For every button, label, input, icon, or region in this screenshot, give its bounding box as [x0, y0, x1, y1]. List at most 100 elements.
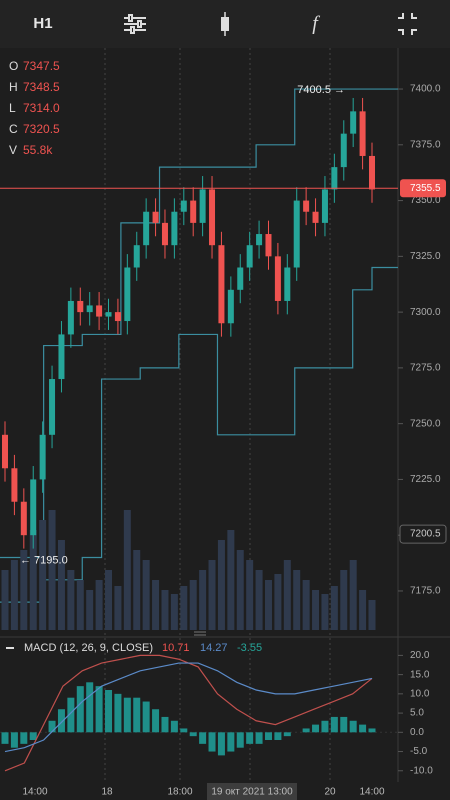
macd-histogram [217, 732, 225, 756]
candle-body [369, 155, 375, 190]
ohlcv-value: 7320.5 [23, 122, 60, 136]
x-tick-label: 14:00 [22, 787, 47, 798]
macd-y-tick-label: 5.0 [410, 708, 424, 719]
candle-body [133, 245, 140, 268]
volume-bar [274, 574, 282, 630]
candle-body [321, 189, 328, 223]
channel-upper [0, 88, 398, 559]
volume-bar [114, 586, 122, 630]
x-tick-label: 18 [101, 787, 113, 798]
current-price-box [400, 179, 446, 198]
volume-bar [76, 580, 84, 630]
volume-bar [10, 560, 18, 630]
volume-bar [217, 540, 225, 630]
candle-body [331, 167, 338, 190]
macd-histogram [368, 728, 376, 733]
macd-histogram [199, 732, 207, 744]
candle-body [180, 200, 187, 212]
candle-body [359, 111, 366, 156]
macd-histogram [312, 724, 320, 733]
candle-body [218, 245, 225, 324]
volume-bar [105, 570, 113, 630]
macd-histogram [105, 690, 113, 733]
macd-histogram [189, 732, 197, 737]
macd-y-tick-label: -5.0 [410, 746, 428, 757]
candle-body [67, 300, 74, 335]
y-tick-label: 7325.0 [410, 251, 441, 262]
macd-histogram [161, 716, 169, 733]
price-marker-box [399, 524, 447, 544]
candle-body [171, 211, 178, 246]
macd-title: MACD (12, 26, 9, CLOSE) [24, 642, 153, 654]
chart-type-icon[interactable] [221, 12, 229, 36]
timeframe-button[interactable]: H1 [33, 15, 52, 32]
y-tick-label: 7400.0 [410, 84, 441, 95]
volume-bar [133, 550, 141, 630]
volume-bar [1, 570, 9, 630]
ohlcv-value: 55.8k [23, 143, 53, 157]
volume-bar [312, 590, 320, 630]
settings-icon[interactable] [124, 14, 146, 34]
ohlcv-value: 7314.0 [23, 101, 60, 115]
x-tick-label: 19 окт 2021 13:00 [211, 787, 293, 798]
macd-y-tick-label: 20.0 [410, 650, 430, 661]
ohlcv-key: C [9, 122, 18, 136]
volume-bar [142, 560, 150, 630]
macd-histogram [1, 732, 9, 744]
ohlcv-key: O [9, 59, 18, 73]
fullscreen-icon[interactable] [398, 13, 417, 35]
signal-line [4, 662, 373, 753]
volume-bar [349, 560, 357, 630]
macd-histogram [283, 732, 291, 737]
candle-body [143, 211, 150, 246]
volume-bar [95, 580, 103, 630]
candle-body [265, 234, 272, 257]
macd-y-tick-label: 10.0 [410, 688, 430, 699]
macd-histogram [274, 732, 282, 740]
macd-histogram [20, 732, 28, 744]
volume-bar [264, 580, 272, 630]
macd-value: -3.55 [237, 642, 262, 654]
macd-histogram [340, 716, 348, 733]
candle-body [77, 300, 84, 313]
volume-bar [48, 510, 56, 630]
macd-histogram [330, 716, 338, 733]
high-note: 7400.5 → [297, 84, 345, 96]
macd-histogram [208, 732, 216, 752]
ohlcv-key: H [9, 80, 18, 94]
volume-bar [246, 560, 254, 630]
macd-histogram [227, 732, 235, 752]
y-tick-label: 7225.0 [410, 474, 441, 485]
candle-body [340, 133, 347, 168]
candle-body [161, 222, 168, 246]
indicators-button[interactable]: f [312, 13, 320, 35]
ohlcv-key: V [9, 143, 17, 157]
candle-body [190, 200, 197, 223]
volume-bar [236, 550, 244, 630]
candle-body [256, 234, 263, 246]
macd-histogram [10, 732, 18, 748]
macd-histogram [29, 732, 37, 740]
x-tick-label: 20 [324, 787, 336, 798]
volume-bar [170, 594, 178, 630]
candle-body [96, 305, 103, 317]
macd-histogram [114, 693, 122, 733]
candle-body [237, 267, 244, 290]
volume-bar [39, 520, 47, 630]
macd-value: 10.71 [162, 642, 190, 654]
time-cursor-box [207, 783, 297, 800]
volume-bar [161, 590, 169, 630]
macd-histogram [123, 697, 131, 733]
candle-body [312, 211, 319, 223]
candle-body [20, 501, 27, 536]
macd-y-tick-label: 15.0 [410, 669, 430, 680]
volume-bar [67, 570, 75, 630]
candle-body [39, 434, 46, 480]
macd-value: 14.27 [200, 642, 228, 654]
macd-histogram [57, 709, 65, 733]
macd-histogram [264, 732, 272, 740]
candle-body [303, 200, 310, 212]
y-tick-label: 7350.0 [410, 195, 441, 206]
volume-bar [199, 570, 207, 630]
